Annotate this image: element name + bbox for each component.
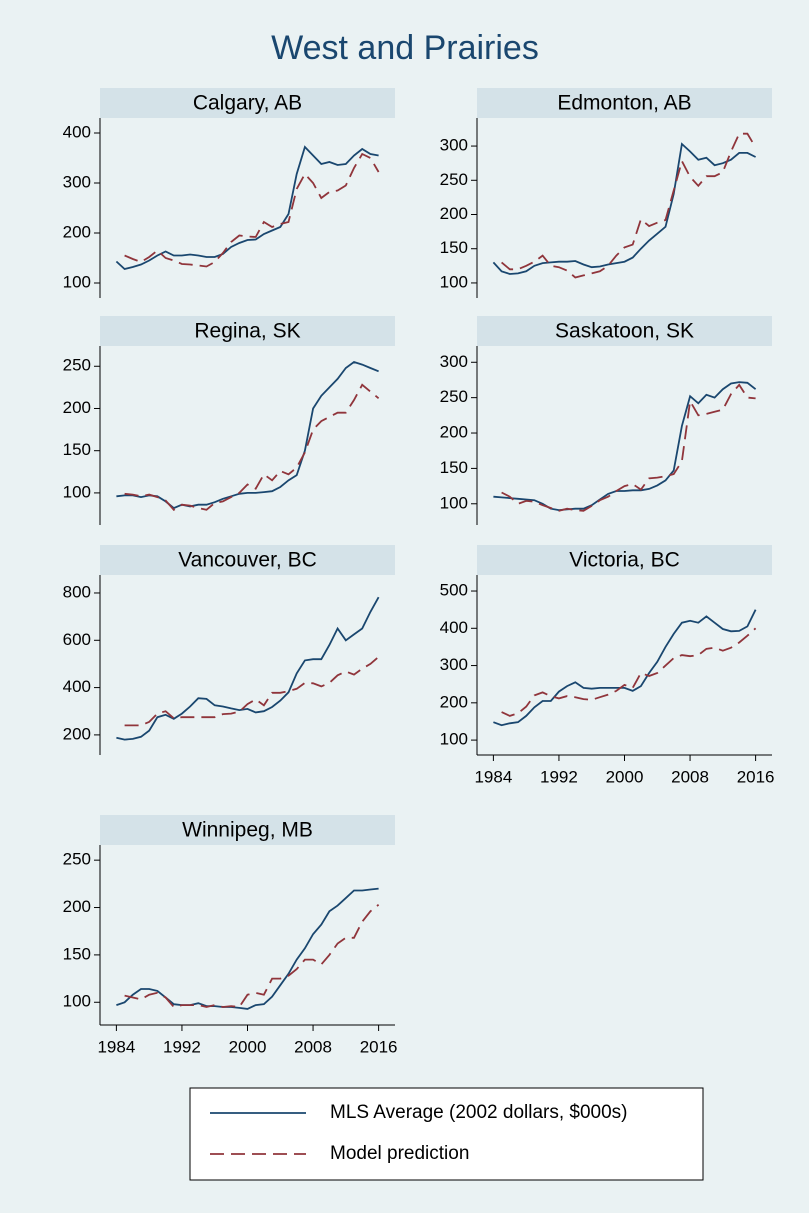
series-line [501,627,757,717]
strip [100,88,395,118]
series-line [501,132,757,279]
series-line [493,609,757,727]
y-tick-label: 200 [440,423,468,442]
series-line [492,142,757,275]
y-tick-label: 100 [440,272,468,291]
series-line [116,887,379,1010]
series-line [116,361,379,510]
panel-title: Saskatoon, SK [555,320,694,343]
y-tick-label: 200 [63,222,91,241]
strip [100,545,395,575]
series-line [124,656,380,727]
y-tick-label: 250 [63,356,91,375]
series-line [124,383,380,511]
y-tick-label: 250 [440,170,468,189]
strip [477,545,772,575]
y-tick-label: 200 [63,398,91,417]
y-tick-label: 300 [440,655,468,674]
y-tick-label: 100 [440,730,468,749]
panel-title: Winnipeg, MB [182,819,313,842]
strip [100,316,395,346]
x-tick-label: 2000 [229,1037,267,1056]
strip [477,88,772,118]
y-tick-label: 150 [440,238,468,257]
x-tick-label: 1984 [97,1037,135,1056]
x-tick-label: 2008 [671,767,709,786]
y-tick-label: 600 [63,630,91,649]
y-tick-label: 100 [63,482,91,501]
y-tick-label: 250 [440,387,468,406]
y-tick-label: 100 [440,493,468,512]
y-tick-label: 150 [440,458,468,477]
strip [477,316,772,346]
series-line [116,596,380,741]
y-tick-label: 150 [63,944,91,963]
y-tick-label: 200 [440,692,468,711]
legend-label: MLS Average (2002 dollars, $000s) [330,1102,628,1123]
y-tick-label: 150 [63,440,91,459]
x-tick-label: 1984 [474,767,512,786]
series-line [493,381,757,512]
x-tick-label: 2000 [606,767,644,786]
legend-label: Model prediction [330,1143,469,1164]
y-tick-label: 500 [440,581,468,600]
x-tick-label: 1992 [163,1037,201,1056]
series-line [501,383,756,512]
y-tick-label: 400 [63,677,91,696]
y-tick-label: 300 [440,352,468,371]
y-tick-label: 300 [440,136,468,155]
series-line [124,903,380,1009]
y-tick-label: 200 [440,204,468,223]
y-tick-label: 100 [63,992,91,1011]
x-tick-label: 2016 [360,1037,398,1056]
y-tick-label: 800 [63,582,91,601]
y-tick-label: 250 [63,850,91,869]
x-tick-label: 1992 [540,767,578,786]
panel-title: Calgary, AB [193,92,302,115]
y-tick-label: 200 [63,897,91,916]
y-tick-label: 100 [63,272,91,291]
y-tick-label: 400 [440,618,468,637]
figure-title: West and Prairies [271,29,539,67]
panel-title: Victoria, BC [569,549,680,572]
x-tick-label: 2016 [737,767,775,786]
y-tick-label: 200 [63,724,91,743]
panel-title: Vancouver, BC [178,549,317,572]
y-tick-label: 300 [63,172,91,191]
strip [100,815,395,845]
x-tick-label: 2008 [294,1037,332,1056]
series-line [124,152,380,268]
panel-title: Edmonton, AB [557,92,691,115]
y-tick-label: 400 [63,122,91,141]
legend-box [189,1087,704,1181]
panel-title: Regina, SK [194,320,300,343]
